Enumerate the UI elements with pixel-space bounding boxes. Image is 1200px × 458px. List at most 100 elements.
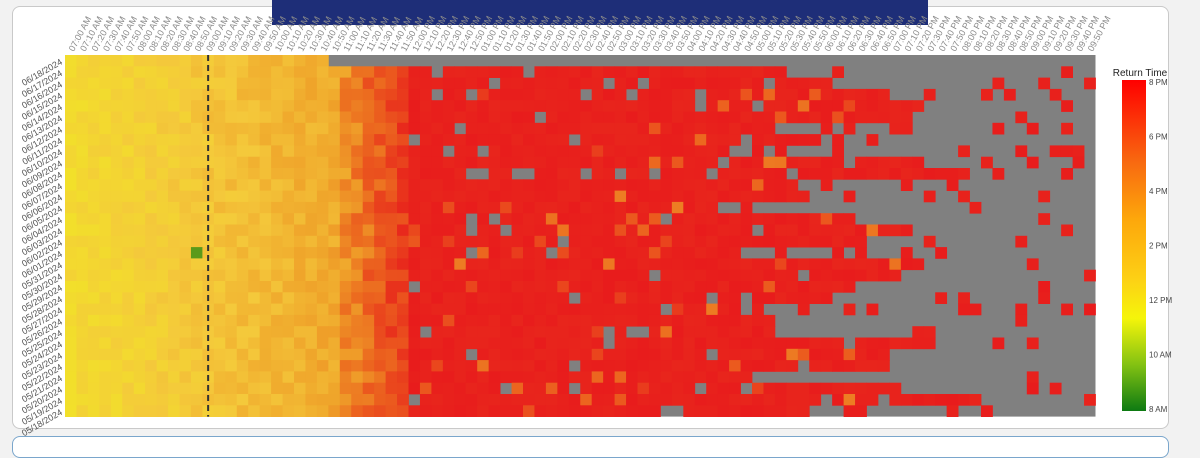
heatmap-cell — [465, 134, 478, 146]
heatmap-cell — [832, 100, 844, 112]
heatmap-cell — [912, 100, 925, 112]
heatmap-cell — [820, 168, 833, 180]
heatmap-cell — [648, 77, 661, 90]
heatmap-cell — [740, 348, 753, 361]
heatmap-cell — [648, 258, 661, 271]
heatmap-cell — [76, 77, 89, 90]
heatmap-cell — [694, 247, 707, 259]
heatmap-cell — [866, 348, 879, 361]
heatmap-cell — [488, 66, 501, 78]
heatmap-cell — [580, 348, 593, 361]
heatmap-cell — [99, 394, 112, 406]
heatmap-cell — [500, 111, 512, 124]
heatmap-cell — [500, 348, 512, 361]
heatmap-cell — [729, 235, 741, 248]
heatmap-cell — [648, 111, 661, 124]
heatmap-cell — [523, 337, 535, 350]
heatmap-cell — [855, 88, 867, 101]
heatmap-cell — [465, 303, 478, 316]
heatmap-cell — [213, 190, 226, 203]
heatmap-cell — [374, 292, 386, 304]
heatmap-cell — [877, 88, 890, 101]
heatmap-cell — [156, 337, 169, 350]
heatmap-cell — [442, 224, 455, 237]
heatmap-cell — [65, 111, 77, 124]
heatmap-cell — [65, 269, 77, 282]
heatmap-cell — [236, 145, 249, 158]
heatmap-cell — [454, 190, 467, 203]
heatmap-cell — [855, 224, 867, 237]
heatmap-cell — [248, 269, 261, 282]
heatmap-cell — [351, 224, 364, 237]
heatmap-cell — [236, 405, 249, 417]
heatmap-cell — [419, 258, 432, 271]
heatmap-cell — [809, 281, 822, 293]
heatmap-cell — [774, 179, 787, 191]
heatmap-cell — [236, 258, 249, 271]
heatmap-cell — [500, 235, 512, 248]
heatmap-cell — [740, 224, 753, 237]
heatmap-cell — [603, 314, 615, 327]
heatmap-cell — [316, 156, 329, 169]
heatmap-cell — [282, 55, 295, 67]
heatmap-cell — [110, 213, 123, 225]
heatmap-cell — [408, 122, 421, 135]
heatmap-cell — [740, 405, 753, 417]
heatmap-cell — [145, 258, 157, 271]
heatmap-cell — [477, 156, 490, 169]
heatmap-cell — [259, 326, 272, 338]
heatmap-cell — [294, 201, 306, 214]
heatmap-cell — [580, 224, 593, 237]
heatmap-cell — [511, 405, 524, 417]
heatmap-cell — [648, 213, 661, 225]
heatmap-cell — [763, 269, 776, 282]
heatmap-cell — [397, 405, 409, 417]
heatmap-cell — [683, 269, 696, 282]
heatmap-cell — [763, 235, 776, 248]
heatmap-cell — [133, 122, 146, 135]
heatmap-cell — [305, 156, 318, 169]
heatmap-cell — [419, 88, 432, 101]
heatmap-cell — [351, 371, 364, 384]
heatmap-cell — [660, 348, 673, 361]
heatmap-cell — [328, 269, 341, 282]
heatmap-cell — [431, 303, 444, 316]
heatmap-cell — [397, 201, 409, 214]
heatmap-cell — [248, 145, 261, 158]
heatmap-cell — [889, 100, 902, 112]
heatmap-cell — [981, 88, 993, 101]
heatmap-cell — [717, 360, 730, 372]
heatmap-cell — [786, 213, 799, 225]
heatmap-cell — [362, 326, 375, 338]
heatmap-cell — [282, 382, 295, 395]
heatmap-cell — [190, 326, 203, 338]
heatmap-cell — [87, 224, 100, 237]
heatmap-cell — [900, 100, 913, 112]
heatmap-cell — [740, 337, 753, 350]
heatmap-cell — [729, 224, 741, 237]
heatmap-cell — [179, 88, 192, 101]
heatmap-cell — [465, 292, 478, 304]
heatmap-cell — [580, 405, 593, 417]
heatmap-cell — [316, 168, 329, 180]
heatmap-cell — [156, 100, 169, 112]
heatmap-cell — [168, 168, 180, 180]
heatmap-cell — [271, 371, 283, 384]
heatmap-cell — [877, 168, 890, 180]
heatmap-cell — [523, 224, 535, 237]
heatmap-cell — [797, 77, 810, 90]
heatmap-cell — [202, 258, 215, 271]
heatmap-cell — [305, 382, 318, 395]
heatmap-cell — [316, 360, 329, 372]
heatmap-cell — [740, 326, 753, 338]
heatmap-cell — [923, 235, 936, 248]
heatmap-cell — [294, 269, 306, 282]
heatmap-cell — [580, 292, 593, 304]
heatmap-cell — [282, 122, 295, 135]
heatmap-cell — [511, 371, 524, 384]
heatmap-cell — [87, 269, 100, 282]
heatmap-cell — [866, 337, 879, 350]
heatmap-cell — [99, 235, 112, 248]
heatmap-cell — [374, 145, 386, 158]
heatmap-cell — [774, 213, 787, 225]
